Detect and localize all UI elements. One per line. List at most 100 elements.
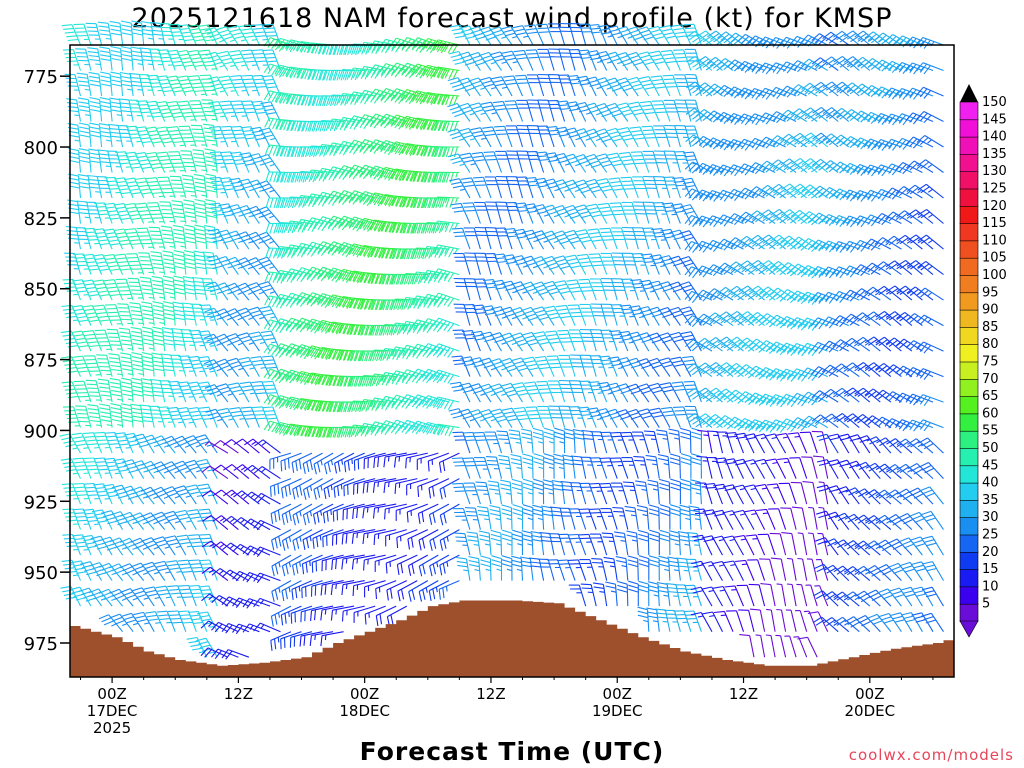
wind-barb <box>94 202 113 224</box>
colorbar-swatch <box>959 361 979 380</box>
wind-barb <box>74 227 92 250</box>
wind-barb <box>209 151 229 173</box>
wind-barb <box>220 125 239 148</box>
colorbar-label: 95 <box>982 285 999 300</box>
wind-barb <box>83 482 103 505</box>
wind-barb <box>217 50 239 71</box>
wind-barb <box>212 515 239 531</box>
wind-barb <box>145 177 166 199</box>
wind-barb <box>184 459 208 479</box>
wind-barb <box>62 278 82 301</box>
wind-barb <box>201 593 229 607</box>
wind-barbs <box>59 20 944 660</box>
colorbar-swatch <box>959 101 979 121</box>
colorbar-swatch <box>959 119 979 138</box>
wind-barb <box>187 610 208 632</box>
wind-barb <box>216 383 239 403</box>
wind-barb <box>152 326 166 352</box>
wind-barb <box>159 201 176 224</box>
wind-barb <box>78 97 92 122</box>
wind-barb <box>187 355 208 377</box>
wind-barb <box>229 50 250 71</box>
colorbar-label: 135 <box>982 147 1007 162</box>
wind-barb <box>93 483 113 505</box>
wind-barb <box>62 508 82 530</box>
wind-barb <box>155 101 176 122</box>
wind-barb <box>93 304 113 326</box>
wind-barb <box>88 71 103 97</box>
wind-barb <box>178 610 197 632</box>
wind-barb <box>75 405 92 428</box>
wind-barb <box>157 406 176 428</box>
wind-barb <box>120 352 134 377</box>
colorbar-swatch <box>959 309 979 328</box>
wind-barb <box>76 200 92 224</box>
x-tick-label: 12Z <box>476 685 505 703</box>
x-tick-label: 12Z <box>729 685 758 703</box>
wind-barb <box>197 356 218 377</box>
wind-barb <box>187 75 208 97</box>
wind-barb <box>99 46 113 71</box>
colorbar-swatch <box>959 568 979 588</box>
wind-barb <box>99 71 113 97</box>
wind-barb <box>206 76 229 97</box>
y-tick-label: 900 <box>24 421 58 442</box>
wind-barb <box>218 75 239 97</box>
x-tick-label: 19DEC <box>592 702 643 720</box>
wind-barb <box>166 560 187 581</box>
wind-barb <box>192 149 208 173</box>
colorbar-swatch <box>959 413 979 432</box>
x-tick-label: 12Z <box>224 685 253 703</box>
wind-barb <box>188 559 208 581</box>
wind-barb <box>117 303 134 326</box>
colorbar-swatch <box>959 430 979 449</box>
x-tick-label: 18DEC <box>339 702 390 720</box>
y-tick-label: 975 <box>24 634 58 655</box>
colorbar-label: 75 <box>982 355 999 370</box>
wind-barb <box>200 620 229 633</box>
wind-barb <box>137 74 155 97</box>
wind-barb <box>189 100 208 122</box>
wind-barb <box>150 251 166 275</box>
wind-barb <box>207 228 229 250</box>
colorbar-label: 150 <box>982 95 1007 110</box>
wind-barb <box>227 25 250 46</box>
wind-barb <box>166 100 187 122</box>
wind-barb <box>104 431 124 454</box>
wind-barb <box>193 173 208 199</box>
colorbar-swatch <box>959 378 979 397</box>
colorbar-label: 140 <box>982 130 1007 145</box>
wind-barb <box>106 328 124 352</box>
wind-barb <box>103 279 124 301</box>
wind-barb <box>169 175 187 199</box>
wind-barb <box>82 508 103 530</box>
wind-barb <box>136 100 155 122</box>
x-tick-label: 2025 <box>93 719 131 737</box>
wind-barb <box>169 354 187 377</box>
wind-barb <box>143 586 166 607</box>
wind-barb <box>177 381 197 403</box>
colorbar-label: 30 <box>982 510 999 525</box>
colorbar-swatch <box>959 222 979 242</box>
wind-barb <box>107 123 124 148</box>
wind-barb <box>85 201 103 224</box>
wind-barb <box>121 612 145 633</box>
wind-barb <box>152 536 176 556</box>
wind-barb <box>238 356 260 377</box>
wind-barb <box>201 99 218 122</box>
x-tick-label: 00Z <box>603 685 632 703</box>
wind-barb <box>82 432 103 454</box>
wind-barb <box>61 483 82 505</box>
colorbar-swatch <box>959 136 979 155</box>
wind-barb <box>124 228 145 250</box>
wind-barb <box>204 199 218 224</box>
wind-barb <box>222 439 250 454</box>
wind-barb <box>197 381 218 403</box>
credit-text: coolwx.com/models <box>849 746 1014 764</box>
wind-barb <box>176 407 197 428</box>
wind-barb <box>183 224 197 250</box>
wind-barb <box>204 173 218 199</box>
wind-barb <box>214 282 239 301</box>
wind-barb <box>103 254 124 275</box>
wind-barb <box>140 486 166 505</box>
